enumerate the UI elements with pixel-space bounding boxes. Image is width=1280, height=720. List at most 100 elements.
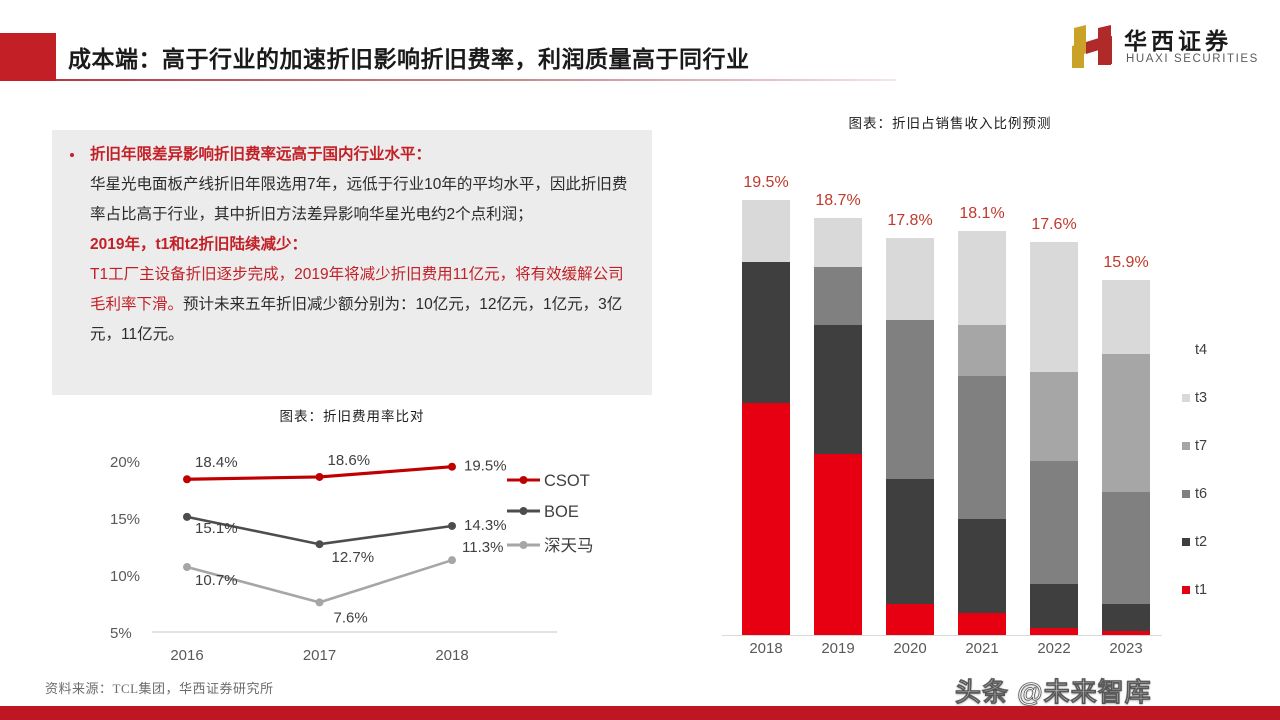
bar-chart-stacked-bar [814, 217, 862, 635]
bar-chart-x-tick: 2018 [749, 640, 783, 657]
bullet-point-icon [70, 153, 74, 157]
legend-label: t4 [1195, 342, 1208, 359]
line-chart-depreciation-rate: 图表：折旧费用率比对 5% 10% 15% 20% 2016 2017 2018 18.4% 1… [52, 405, 652, 670]
legend-label: 深天马 [544, 536, 594, 555]
bar-chart-depreciation-share: 图表：折旧占销售收入比例预测 19.5% 2018 18.7% 2019 17.8% 20… [700, 112, 1260, 672]
line-chart-data-point [183, 563, 191, 572]
bar-chart-x-tick: 2022 [1037, 640, 1071, 657]
bar-chart-total-label: 18.1% [959, 205, 1005, 223]
bar-chart-segment-t6 [958, 376, 1006, 519]
line-chart-data-label: 15.1% [195, 520, 238, 537]
bar-chart-legend-item-t6: t6 [1182, 486, 1207, 502]
legend-label: CSOT [544, 472, 590, 490]
bar-chart-segment-t1 [1102, 630, 1150, 635]
bar-chart-segment-t7 [958, 324, 1006, 377]
legend-label: t2 [1195, 534, 1208, 551]
line-chart-y-tick: 10% [110, 568, 140, 585]
bar-chart-segment-t2 [1102, 603, 1150, 631]
insight-text-panel: 折旧年限差异影响折旧费率远高于国内行业水平： 华星光电面板产线折旧年限选用7年，… [52, 130, 652, 395]
line-chart-data-label: 12.7% [332, 549, 375, 566]
line-chart-legend-item: CSOT [507, 472, 590, 490]
bar-chart-legend-item-t3: t3 [1182, 390, 1207, 406]
line-chart-data-label: 18.4% [195, 454, 238, 471]
bar-chart-segment-t3 [742, 200, 790, 263]
bar-chart-legend-item-t7: t7 [1182, 438, 1207, 454]
footer-bar [0, 706, 1280, 720]
legend-label: t6 [1195, 486, 1208, 503]
line-chart-data-point [315, 540, 324, 549]
legend-color-swatch [1182, 490, 1190, 499]
line-chart-y-tick: 20% [110, 454, 140, 471]
bar-chart-total-label: 17.6% [1031, 216, 1077, 234]
page-header: 成本端：高于行业的加速折旧影响折旧费率，利润质量高于同行业 华西证券 HUAXI… [0, 0, 1280, 100]
line-chart-canvas: 5% 10% 15% 20% 2016 2017 2018 18.4% 18.6% 19.5% 15… [110, 452, 594, 664]
line-chart-data-label: 11.3% [462, 539, 503, 556]
bar-chart-stacked-bar [958, 231, 1006, 635]
bar-chart-segment-t1 [958, 612, 1006, 635]
bar-chart-segment-t1 [886, 603, 934, 635]
line-chart-data-point [183, 512, 191, 521]
bar-chart-title: 图表：折旧占销售收入比例预测 [848, 116, 1052, 131]
brand-logo: 华西证券 HUAXI SECURITIES [1070, 22, 1257, 78]
line-chart-data-point [448, 556, 456, 565]
bar-chart-segment-t1 [1030, 628, 1078, 635]
legend-marker-icon [519, 507, 528, 515]
line-chart-data-label: 14.3% [464, 517, 507, 534]
line-chart-title: 图表：折旧费用率比对 [279, 409, 425, 424]
bar-chart-stacked-bar [742, 200, 790, 635]
insight-paragraph-2-dark: 预计未来五年折旧减少额分别为：10亿元，12亿元，1亿元，3亿元，11亿元。 [90, 296, 623, 343]
bar-chart-segment-t2 [742, 262, 790, 403]
huaxi-logo-mark-icon [1072, 25, 1112, 68]
bar-chart-segment-t3 [814, 217, 862, 267]
line-chart-data-label: 7.6% [334, 609, 368, 626]
bar-chart-x-tick: 2021 [965, 640, 999, 657]
bar-chart-total-label: 18.7% [815, 191, 861, 209]
legend-color-swatch [1182, 586, 1190, 595]
source-note: 资料来源：TCL集团，华西证券研究所 [45, 681, 274, 696]
bar-chart-segment-t1 [742, 403, 790, 635]
bar-chart-segment-t3 [1102, 280, 1150, 354]
line-chart-data-label: 10.7% [195, 572, 238, 589]
bar-chart-plot-area: 19.5% 2018 18.7% 2019 17.8% 2020 18.1% 2021 17.6… [700, 112, 1260, 672]
insight-text-body: 折旧年限差异影响折旧费率远高于国内行业水平： 华星光电面板产线折旧年限选用7年，… [90, 140, 635, 350]
bar-chart-segment-t6 [814, 266, 862, 325]
line-chart-legend-item: BOE [507, 503, 579, 521]
line-chart-data-point [315, 472, 324, 481]
insight-paragraph-2-red: T1工厂主设备折旧逐步完成，2019年将减少折旧费用11亿元，将有效缓解公司毛利… [90, 266, 624, 313]
bar-chart-legend-item-t2: t2 [1182, 534, 1207, 550]
line-chart-x-tick: 2016 [170, 647, 203, 664]
legend-color-swatch [1182, 442, 1190, 451]
page-title: 成本端：高于行业的加速折旧影响折旧费率，利润质量高于同行业 [68, 46, 750, 72]
bar-chart-segment-t2 [814, 324, 862, 455]
line-chart-data-label: 18.6% [328, 452, 371, 469]
bar-chart-segment-t1 [814, 454, 862, 635]
bar-chart-x-tick: 2019 [821, 640, 855, 657]
line-chart-legend-item: 深天马 [507, 536, 594, 555]
bar-chart-segment-t6 [886, 320, 934, 479]
bar-chart-segment-t6 [1102, 492, 1150, 604]
header-accent-block [0, 33, 56, 81]
bar-chart-legend-item-t1: t1 [1182, 582, 1207, 598]
logo-text-cn: 华西证券 [1124, 29, 1232, 54]
legend-label: BOE [544, 503, 579, 521]
logo-text-en: HUAXI SECURITIES [1126, 53, 1259, 65]
bar-chart-total-label: 17.8% [887, 211, 933, 229]
insight-heading-1: 折旧年限差异影响折旧费率远高于国内行业水平： [90, 146, 432, 163]
bar-chart-segment-t7 [1102, 353, 1150, 493]
bar-chart-total-label: 19.5% [743, 174, 789, 191]
line-chart-x-tick: 2018 [435, 647, 468, 664]
line-chart-data-label: 19.5% [464, 458, 507, 475]
legend-label: t7 [1195, 438, 1208, 455]
line-chart-x-tick: 2017 [303, 647, 336, 664]
legend-marker-icon [519, 541, 528, 549]
legend-color-swatch [1182, 538, 1190, 547]
line-chart-data-point [448, 521, 456, 530]
legend-marker-icon [519, 476, 528, 484]
line-chart-data-point [315, 598, 324, 607]
bar-chart-baseline-axis [722, 635, 1162, 636]
header-divider-rule [56, 79, 896, 81]
bar-chart-segment-t3 [886, 237, 934, 321]
bar-chart-legend-item-t4: t4 [1182, 342, 1207, 358]
watermark-text: 头条 @未来智库 [955, 677, 1152, 708]
line-chart-y-tick: 15% [110, 511, 140, 528]
